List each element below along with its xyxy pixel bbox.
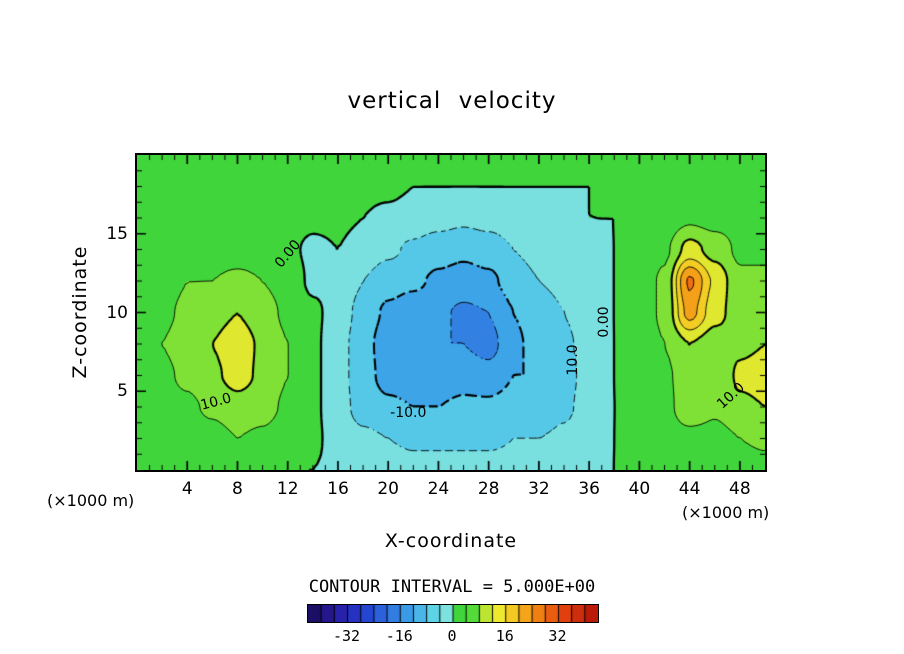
colorbar-tick-label: -32 [332,627,361,645]
z-tick-label: 10 [106,302,128,323]
colorbar-tick-label: 32 [548,627,567,645]
x-tick-label: 40 [628,479,651,499]
chart-title: vertical velocity [347,88,557,114]
x-tick-label: 20 [377,479,400,499]
x-tick-label: 44 [678,479,701,499]
z-tick-label: 5 [117,381,128,402]
z-tick-label: 15 [106,223,128,244]
x-tick-label: 28 [477,479,500,499]
x-tick-label: 36 [578,479,600,499]
x-tick-label: 32 [528,479,550,499]
x-axis-label: X-coordinate [384,530,518,552]
colorbar-tick-label: 0 [447,627,457,645]
x-tick-label: 4 [181,479,193,499]
x-tick-label: 12 [276,479,299,499]
plot-area: 0.00 10.0 -10.0 10.0 0.00 10.0 [135,153,767,472]
x-unit-label-left: (×1000 m) [47,491,135,510]
contour-interval-note: CONTOUR INTERVAL = 5.000E+00 [308,577,596,597]
contour-label: 10.0 [564,344,581,376]
x-tick-label: 24 [427,479,450,499]
colorbar-canvas [308,605,598,622]
x-tick-label: 16 [327,479,349,499]
x-unit-label-right: (×1000 m) [682,503,770,522]
x-tick-label: 8 [232,479,243,499]
colorbar-tick-label: -16 [385,627,413,645]
colorbar [307,604,599,623]
contour-label: -10.0 [390,405,427,422]
contour-label: 0.00 [596,306,613,338]
x-tick-label: 48 [729,479,751,499]
contour-plot-canvas [137,155,765,470]
colorbar-tick-label: 16 [495,627,514,645]
